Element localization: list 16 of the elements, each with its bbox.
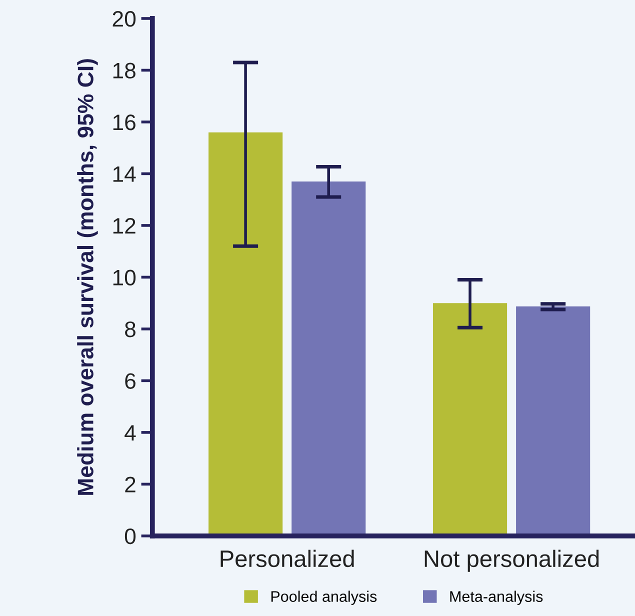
- y-tick-label: 6: [125, 373, 136, 389]
- y-tick-label: 10: [113, 270, 136, 286]
- legend-label: Pooled analysis: [271, 590, 377, 605]
- x-tick-label: Not personalized: [424, 550, 599, 572]
- y-tick-label: 8: [125, 321, 136, 338]
- y-tick-label: 4: [124, 425, 136, 440]
- y-tick-label: 14: [113, 166, 136, 182]
- legend-label: Meta-analysis: [450, 590, 543, 605]
- y-tick-label: 16: [113, 114, 136, 130]
- y-tick-label: 0: [124, 528, 136, 544]
- x-tick-label: Personalized: [220, 550, 354, 568]
- y-tick-label: 12: [113, 218, 136, 234]
- y-axis-title: Medium overall survival (months, 95% CI): [77, 59, 98, 495]
- y-tick-label: 20: [112, 11, 136, 27]
- y-tick-label: 2: [125, 476, 136, 492]
- y-tick-label: 18: [113, 62, 136, 78]
